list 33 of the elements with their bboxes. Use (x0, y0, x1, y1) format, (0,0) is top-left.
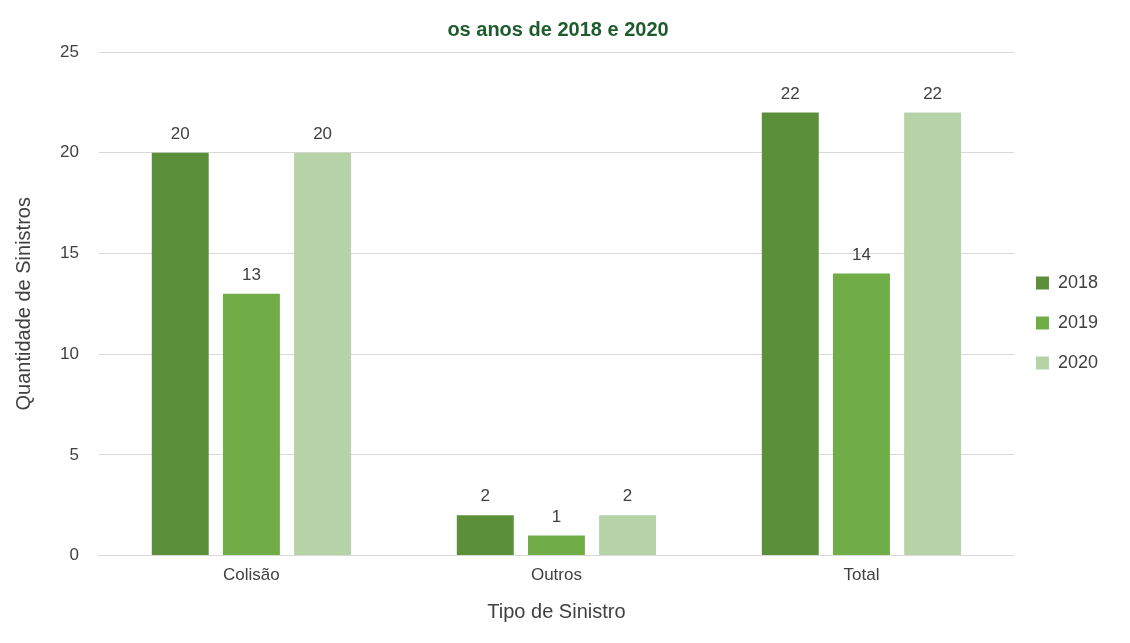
data-label: 22 (923, 83, 943, 103)
legend-label: 2019 (1057, 311, 1098, 332)
y-tick-label: 15 (59, 243, 79, 263)
bar (294, 152, 352, 556)
x-tick-label: Colisão (223, 565, 280, 585)
data-label: 14 (851, 244, 871, 264)
data-label: 20 (170, 123, 190, 143)
x-tick-label: Outros (530, 565, 582, 585)
y-axis-title: Quantidade de Sinistros (11, 197, 34, 411)
y-tick-label: 10 (59, 343, 79, 363)
y-tick-label: 0 (69, 545, 79, 565)
chart-title: os anos de 2018 e 2020 (447, 17, 669, 40)
x-axis-title: Tipo de Sinistro (487, 599, 626, 622)
y-tick-label: 25 (59, 41, 79, 61)
y-tick-label: 5 (69, 444, 79, 464)
data-label: 22 (780, 83, 800, 103)
bar (904, 112, 962, 556)
y-tick-label: 20 (59, 142, 79, 162)
legend-label: 2020 (1057, 351, 1098, 372)
data-label: 13 (241, 264, 261, 284)
x-tick-label: Total (843, 565, 880, 585)
bar (527, 535, 585, 556)
bar (222, 293, 280, 556)
bar (151, 152, 209, 556)
bar (456, 515, 514, 556)
data-label: 2 (480, 486, 490, 506)
legend-label: 2018 (1057, 271, 1098, 292)
bar (761, 112, 819, 556)
bar (832, 273, 890, 556)
data-label: 2 (622, 486, 633, 506)
bar (599, 515, 657, 556)
data-label: 1 (551, 506, 562, 526)
data-label: 20 (313, 123, 333, 143)
